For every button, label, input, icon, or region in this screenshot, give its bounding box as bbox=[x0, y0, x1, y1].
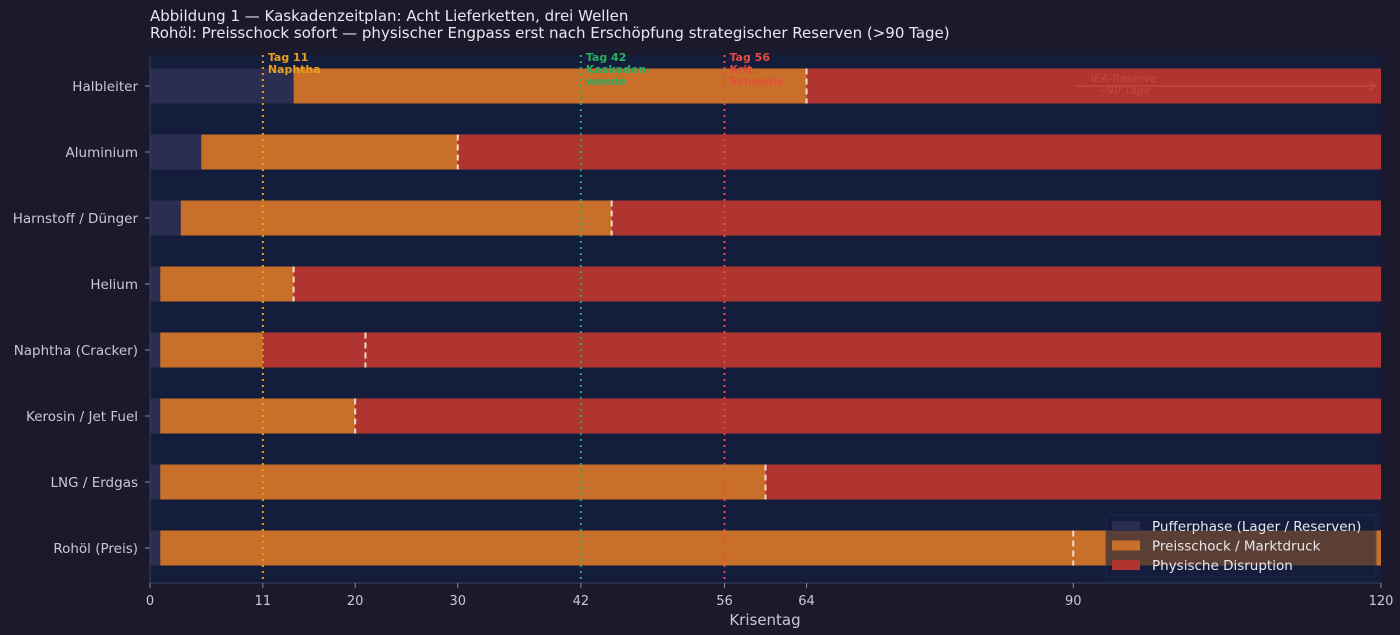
bar-segment bbox=[160, 332, 263, 368]
bar-segment bbox=[355, 398, 1382, 434]
plot-area bbox=[150, 55, 1381, 583]
reserve-annotation: ~90 Tage bbox=[1098, 84, 1151, 97]
legend-box bbox=[1105, 514, 1377, 578]
x-axis-label: Krisentag bbox=[729, 611, 800, 629]
legend-swatch bbox=[1112, 560, 1140, 570]
y-tick-label: Helium bbox=[90, 277, 138, 293]
x-tick-label: 20 bbox=[347, 594, 364, 609]
bar-segment bbox=[150, 464, 161, 500]
bar-segment bbox=[150, 332, 161, 368]
bar-segment bbox=[160, 464, 766, 500]
legend-label: Pufferphase (Lager / Reserven) bbox=[1152, 519, 1361, 535]
legend: Pufferphase (Lager / Reserven) Preisschoc… bbox=[1105, 514, 1377, 578]
x-tick-label: 42 bbox=[573, 594, 590, 609]
milestone-label: Tag 56 bbox=[729, 51, 770, 64]
bar-segment bbox=[160, 266, 294, 302]
bar-segment bbox=[180, 200, 612, 236]
y-tick-label: LNG / Erdgas bbox=[51, 475, 139, 491]
x-tick-label: 56 bbox=[716, 594, 733, 609]
milestone-label: wende bbox=[586, 75, 627, 88]
milestone-label: Tag 11 bbox=[268, 51, 309, 64]
x-tick-label: 90 bbox=[1065, 594, 1082, 609]
y-tick-label: Kerosin / Jet Fuel bbox=[26, 409, 138, 425]
chart-title: Abbildung 1 — Kaskadenzeitplan: Acht Lie… bbox=[150, 7, 628, 25]
milestone-label: Schwelle bbox=[729, 75, 784, 88]
bar-segment bbox=[765, 464, 1381, 500]
legend-swatch bbox=[1112, 521, 1140, 531]
bar-segment bbox=[150, 530, 161, 566]
bar-segment bbox=[611, 200, 1381, 236]
milestone-label: Kaskaden- bbox=[586, 63, 651, 76]
x-tick-label: 120 bbox=[1369, 594, 1394, 609]
y-tick-label: Harnstoff / Dünger bbox=[13, 211, 139, 227]
x-tick-label: 11 bbox=[255, 594, 272, 609]
milestone-label: Tag 42 bbox=[586, 51, 627, 64]
milestone-label: Naphtha bbox=[268, 63, 321, 76]
x-tick-label: 0 bbox=[146, 594, 154, 609]
y-tick-label: Halbleiter bbox=[72, 79, 138, 95]
x-tick-label: 64 bbox=[798, 594, 815, 609]
legend-label: Preisschock / Marktdruck bbox=[1152, 539, 1321, 555]
bar-segment bbox=[262, 332, 1381, 368]
bar-segment bbox=[150, 68, 294, 104]
bar-segment bbox=[457, 134, 1381, 170]
arrowhead-icon bbox=[1368, 81, 1378, 91]
reserve-annotation: IEA-Reserve bbox=[1091, 72, 1158, 85]
legend-swatch bbox=[1112, 540, 1140, 551]
chart-subtitle: Rohöl: Preisschock sofort — physischer E… bbox=[150, 24, 950, 42]
bar-segment bbox=[150, 200, 181, 236]
bar-segment bbox=[150, 398, 161, 434]
bar-segment bbox=[150, 134, 202, 170]
legend-label: Physische Disruption bbox=[1152, 558, 1293, 574]
milestone-label: Krit. bbox=[729, 63, 756, 76]
bar-segment bbox=[293, 266, 1381, 302]
y-tick-label: Rohöl (Preis) bbox=[53, 541, 138, 557]
bar-segment bbox=[293, 68, 807, 104]
bar-segment bbox=[160, 398, 356, 434]
x-tick-label: 30 bbox=[449, 594, 466, 609]
y-tick-label: Aluminium bbox=[66, 145, 138, 161]
bar-segment bbox=[201, 134, 458, 170]
y-tick-label: Naphtha (Cracker) bbox=[14, 343, 138, 359]
bar-segment bbox=[150, 266, 161, 302]
